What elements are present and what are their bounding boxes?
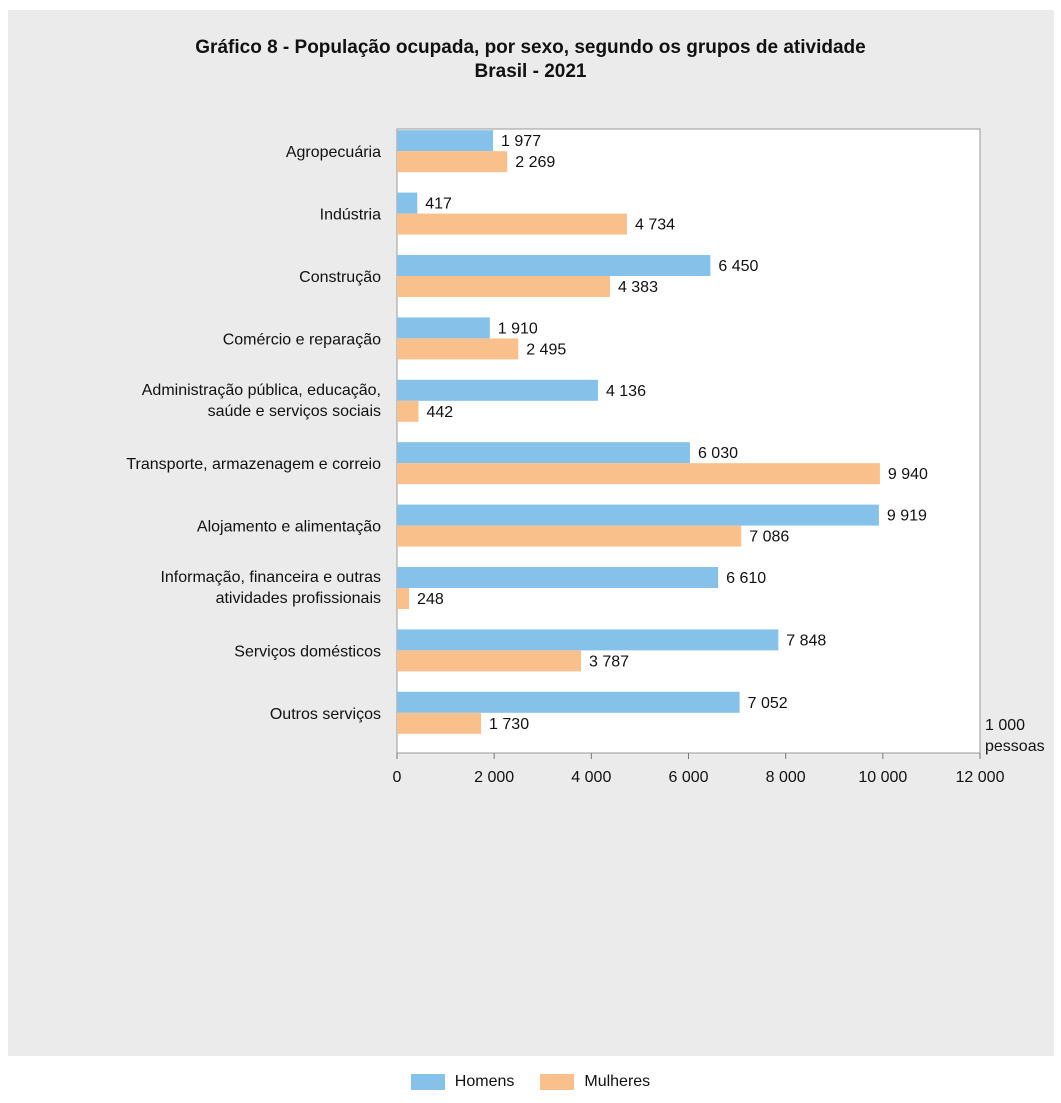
category-label: Outros serviços bbox=[270, 706, 381, 723]
bar-homens bbox=[397, 192, 418, 214]
x-tick-label: 0 bbox=[393, 769, 402, 786]
legend-label-homens: Homens bbox=[454, 1073, 515, 1090]
data-label-homens: 417 bbox=[425, 196, 452, 213]
bar-mulheres bbox=[397, 525, 742, 547]
bar-homens bbox=[397, 255, 711, 276]
bar-mulheres bbox=[397, 151, 508, 173]
bar-homens bbox=[397, 379, 598, 401]
data-label-homens: 6 610 bbox=[726, 570, 766, 587]
category-label: Agropecuária bbox=[286, 144, 381, 161]
category-label: Informação, financeira e outras bbox=[160, 569, 381, 586]
bar-homens bbox=[397, 317, 490, 339]
bar-homens bbox=[397, 691, 740, 713]
bar-homens bbox=[397, 567, 719, 588]
data-label-mulheres: 3 787 bbox=[589, 653, 629, 670]
legend-swatch-homens bbox=[410, 1074, 445, 1090]
category-label: Indústria bbox=[320, 207, 381, 224]
category-label: saúde e serviços sociais bbox=[208, 403, 381, 420]
x-tick-label: 8 000 bbox=[766, 769, 806, 786]
data-label-mulheres: 4 383 bbox=[618, 279, 658, 296]
data-label-homens: 6 030 bbox=[698, 445, 738, 462]
bar-homens bbox=[397, 130, 494, 152]
data-label-mulheres: 7 086 bbox=[749, 529, 789, 546]
data-label-homens: 7 052 bbox=[748, 695, 788, 712]
x-tick-label: 2 000 bbox=[474, 769, 514, 786]
category-label: Comércio e reparação bbox=[223, 331, 381, 348]
data-label-homens: 4 136 bbox=[606, 383, 646, 400]
data-label-homens: 1 910 bbox=[498, 320, 538, 337]
legend-label-mulheres: Mulheres bbox=[584, 1073, 651, 1090]
bar-homens bbox=[397, 504, 879, 526]
legend: Homens Mulheres bbox=[0, 1068, 1061, 1096]
legend-swatch-mulheres bbox=[540, 1074, 575, 1090]
bar-mulheres bbox=[397, 588, 410, 609]
category-label: Transporte, armazenagem e correio bbox=[126, 456, 381, 473]
legend-item-mulheres: Mulheres bbox=[540, 1073, 650, 1091]
data-label-mulheres: 1 730 bbox=[489, 716, 529, 733]
bar-homens bbox=[397, 442, 690, 464]
category-label: Alojamento e alimentação bbox=[197, 519, 381, 536]
x-tick-label: 4 000 bbox=[571, 769, 611, 786]
data-label-homens: 9 919 bbox=[887, 508, 927, 525]
bar-homens bbox=[397, 629, 779, 651]
bar-chart: 0 2 000 4 000 6 000 8 000 10 000 12 000 1 000 pe… bbox=[126, 128, 1045, 786]
chart-title: Gráfico 8 - População ocupada, por sexo,… bbox=[195, 37, 866, 58]
data-label-mulheres: 2 495 bbox=[526, 341, 566, 358]
chart-subtitle: Brasil - 2021 bbox=[474, 61, 587, 82]
bar-mulheres bbox=[397, 400, 419, 422]
chart-title-block: Gráfico 8 - População ocupada, por sexo,… bbox=[0, 36, 1061, 84]
bar-mulheres bbox=[397, 276, 610, 297]
x-tick-label: 6 000 bbox=[668, 769, 708, 786]
category-label: atividades profissionais bbox=[216, 590, 381, 607]
data-label-mulheres: 9 940 bbox=[888, 466, 928, 483]
data-label-mulheres: 2 269 bbox=[515, 154, 555, 171]
data-label-homens: 6 450 bbox=[718, 258, 758, 275]
data-label-mulheres: 248 bbox=[417, 591, 444, 608]
bar-mulheres bbox=[397, 463, 880, 485]
category-label: Construção bbox=[299, 269, 381, 286]
legend-item-homens: Homens bbox=[410, 1073, 515, 1091]
data-label-mulheres: 4 734 bbox=[635, 217, 675, 234]
bar-mulheres bbox=[397, 712, 482, 734]
unit-label: 1 000 bbox=[985, 717, 1025, 734]
x-tick-label: 12 000 bbox=[956, 769, 1005, 786]
category-label: Administração pública, educação, bbox=[142, 382, 381, 399]
bar-mulheres bbox=[397, 650, 581, 672]
bar-mulheres bbox=[397, 338, 519, 360]
data-label-homens: 1 977 bbox=[501, 133, 541, 150]
data-label-mulheres: 442 bbox=[426, 404, 453, 421]
unit-label: pessoas bbox=[985, 738, 1045, 755]
bar-mulheres bbox=[397, 213, 627, 235]
data-label-homens: 7 848 bbox=[786, 632, 826, 649]
category-label: Serviços domésticos bbox=[234, 643, 381, 660]
x-tick-label: 10 000 bbox=[858, 769, 907, 786]
